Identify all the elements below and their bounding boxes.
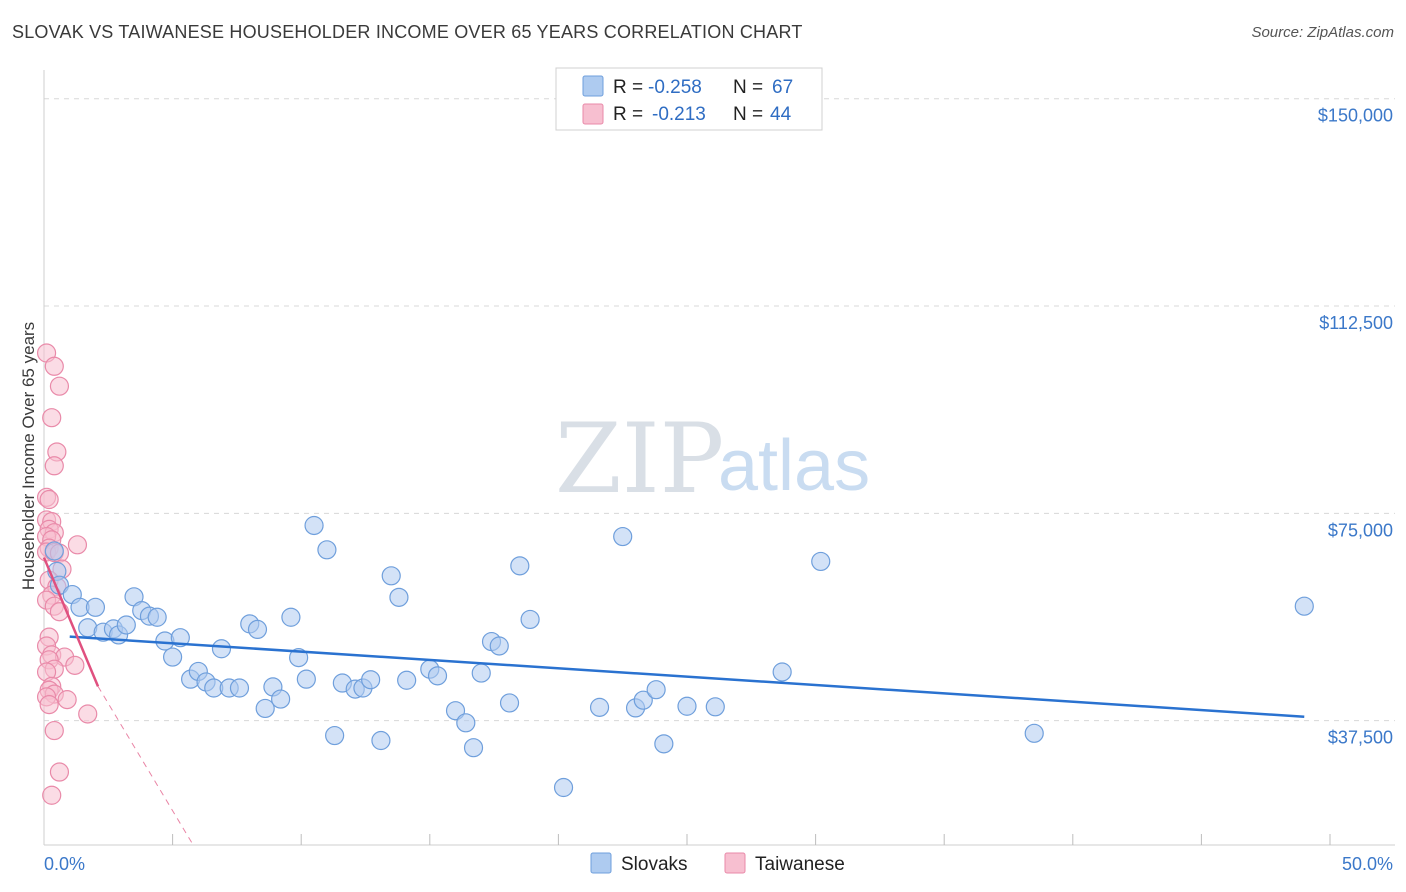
bottom-legend-label-slovaks: Slovaks xyxy=(621,854,688,875)
slovak-point-57 xyxy=(613,526,633,547)
slovak-point-15 xyxy=(155,631,175,651)
taiwanese-point-40 xyxy=(44,720,64,741)
bottom-legend-swatch-taiwanese xyxy=(724,852,746,874)
trend-lines xyxy=(42,557,1305,846)
taiwanese-point-2 xyxy=(49,376,70,396)
legend-n-value-slovaks: 67 xyxy=(772,77,793,98)
slovak-point-49 xyxy=(471,663,491,683)
legend-r-value-slovaks: -0.258 xyxy=(648,77,702,98)
slovak-point-10 xyxy=(116,615,136,635)
slovak-point-35 xyxy=(325,725,345,746)
taiwanese-point-43 xyxy=(39,694,59,715)
legend-swatch-taiwanese xyxy=(582,103,604,125)
taiwanese-point-3 xyxy=(42,408,62,428)
slovak-point-63 xyxy=(705,697,725,717)
legend-n-value-taiwanese: 44 xyxy=(770,104,792,125)
taiwanese-point-1 xyxy=(44,356,64,376)
taiwanese-point-18 xyxy=(67,535,88,555)
x-ticks xyxy=(172,834,1331,845)
taiwanese-trend-extension xyxy=(97,686,194,846)
slovak-point-22 xyxy=(211,639,232,659)
slovak-point-51 xyxy=(489,636,509,656)
slovak-point-40 xyxy=(371,730,391,751)
slovak-point-53 xyxy=(510,556,530,576)
slovak-point-32 xyxy=(296,669,316,689)
slovak-point-0 xyxy=(44,541,64,561)
slovak-point-67 xyxy=(1294,596,1314,616)
slovak-point-39 xyxy=(361,670,381,690)
slovak-point-43 xyxy=(397,670,417,690)
slovak-point-65 xyxy=(811,551,831,572)
watermark-atlas: atlas xyxy=(718,426,870,506)
legend-swatch-slovaks xyxy=(582,75,604,97)
slovak-point-55 xyxy=(553,777,574,798)
axes xyxy=(43,70,1395,846)
slovak-point-52 xyxy=(499,693,520,713)
legend-n-label-taiwanese: N = xyxy=(733,104,763,125)
taiwanese-point-38 xyxy=(57,690,77,710)
slovak-point-64 xyxy=(772,662,792,682)
slovak-point-14 xyxy=(147,607,167,627)
slovak-point-33 xyxy=(304,515,324,536)
taiwanese-point-7 xyxy=(39,489,59,510)
legend-r-label-slovaks: R = xyxy=(613,77,643,98)
slovak-point-27 xyxy=(255,698,275,719)
taiwanese-points xyxy=(36,343,98,805)
slovak-point-24 xyxy=(229,678,250,698)
slovak-point-46 xyxy=(445,701,466,721)
slovak-points xyxy=(44,515,1314,798)
slovak-point-42 xyxy=(389,587,409,607)
x-tick-label-max: 50.0% xyxy=(1342,854,1393,874)
slovak-point-41 xyxy=(381,566,401,586)
legend: R = -0.258 N = 67 R = -0.213 N = 44 xyxy=(555,67,823,131)
slovak-point-29 xyxy=(271,689,291,709)
bottom-legend-label-taiwanese: Taiwanese xyxy=(755,854,845,875)
y-tick-label-2: $112,500 xyxy=(1319,313,1393,333)
slovak-point-56 xyxy=(589,697,610,717)
slovak-point-30 xyxy=(281,607,301,627)
y-axis-label: Householder Income Over 65 years xyxy=(19,322,38,590)
slovak-point-59 xyxy=(633,690,653,710)
y-tick-label-0: $37,500 xyxy=(1328,728,1393,748)
slovak-point-45 xyxy=(427,666,448,686)
slovak-point-17 xyxy=(170,628,190,648)
taiwanese-point-42 xyxy=(42,785,62,805)
bottom-legend-swatch-slovaks xyxy=(590,852,612,874)
taiwanese-point-39 xyxy=(78,704,98,724)
slovak-point-34 xyxy=(317,540,337,560)
slovak-trend-line xyxy=(69,635,1305,718)
legend-r-value-taiwanese: -0.213 xyxy=(652,104,706,125)
slovak-point-16 xyxy=(163,647,183,667)
slovak-point-62 xyxy=(677,696,697,716)
watermark-zip: ZIP xyxy=(555,403,724,515)
slovak-point-47 xyxy=(456,713,476,733)
y-tick-label-3: $150,000 xyxy=(1318,106,1393,126)
legend-r-label-taiwanese: R = xyxy=(613,104,643,125)
slovak-point-6 xyxy=(85,597,106,617)
slovak-point-61 xyxy=(654,734,674,754)
slovak-point-66 xyxy=(1024,723,1044,743)
y-tick-labels: $37,500 $75,000 $112,500 $150,000 xyxy=(1318,106,1393,748)
slovak-point-60 xyxy=(646,680,666,700)
x-tick-label-min: 0.0% xyxy=(44,854,85,874)
bottom-legend: Slovaks Taiwanese xyxy=(590,852,845,875)
chart-title: SLOVAK VS TAIWANESE HOUSEHOLDER INCOME O… xyxy=(12,22,803,42)
slovak-point-54 xyxy=(520,609,540,630)
slovak-point-48 xyxy=(463,738,484,758)
taiwanese-point-41 xyxy=(49,762,70,782)
source-credit: Source: ZipAtlas.com xyxy=(1251,24,1394,41)
slovak-point-26 xyxy=(247,619,268,640)
slovak-point-31 xyxy=(289,648,309,668)
taiwanese-trend-line xyxy=(42,557,100,687)
y-tick-label-1: $75,000 xyxy=(1328,520,1393,540)
taiwanese-point-31 xyxy=(65,655,85,675)
legend-n-label-slovaks: N = xyxy=(733,77,763,98)
taiwanese-point-5 xyxy=(44,456,64,476)
